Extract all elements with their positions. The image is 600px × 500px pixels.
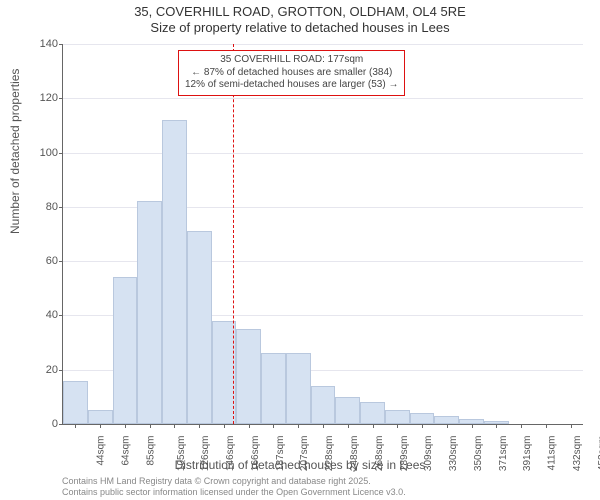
- x-tick-label: 166sqm: [250, 436, 261, 472]
- y-tick-mark: [59, 424, 63, 425]
- histogram-bar: [88, 410, 113, 424]
- x-tick-mark: [224, 424, 225, 428]
- histogram-bar: [360, 402, 385, 424]
- x-tick-label: 207sqm: [300, 436, 311, 472]
- x-tick-label: 187sqm: [275, 436, 286, 472]
- footer-line2: Contains public sector information licen…: [62, 487, 406, 498]
- x-tick-mark: [273, 424, 274, 428]
- y-tick-label: 0: [8, 418, 58, 430]
- x-tick-label: 248sqm: [349, 436, 360, 472]
- x-tick-mark: [100, 424, 101, 428]
- y-tick-label: 140: [8, 38, 58, 50]
- histogram-bar: [236, 329, 261, 424]
- annotation-line2: ← 87% of detached houses are smaller (38…: [185, 67, 398, 80]
- x-tick-label: 330sqm: [448, 436, 459, 472]
- y-tick-mark: [59, 261, 63, 262]
- y-tick-label: 40: [8, 309, 58, 321]
- gridline: [63, 44, 583, 45]
- x-tick-mark: [546, 424, 547, 428]
- y-tick-mark: [59, 370, 63, 371]
- x-tick-label: 350sqm: [473, 436, 484, 472]
- x-tick-label: 126sqm: [201, 436, 212, 472]
- x-tick-mark: [447, 424, 448, 428]
- x-tick-label: 44sqm: [96, 436, 107, 466]
- y-tick-mark: [59, 315, 63, 316]
- histogram-bar: [335, 397, 360, 424]
- x-tick-mark: [422, 424, 423, 428]
- histogram-bar: [162, 120, 187, 424]
- x-tick-label: 268sqm: [374, 436, 385, 472]
- x-tick-label: 228sqm: [324, 436, 335, 472]
- y-tick-label: 100: [8, 147, 58, 159]
- reference-annotation: 35 COVERHILL ROAD: 177sqm ← 87% of detac…: [178, 50, 405, 96]
- x-tick-label: 105sqm: [176, 436, 187, 472]
- x-tick-label: 371sqm: [498, 436, 509, 472]
- x-tick-mark: [323, 424, 324, 428]
- histogram-bar: [137, 201, 162, 424]
- y-tick-mark: [59, 153, 63, 154]
- x-tick-mark: [397, 424, 398, 428]
- chart-title: 35, COVERHILL ROAD, GROTTON, OLDHAM, OL4…: [0, 4, 600, 37]
- x-tick-mark: [125, 424, 126, 428]
- histogram-bar: [434, 416, 459, 424]
- y-tick-label: 120: [8, 92, 58, 104]
- y-tick-label: 20: [8, 364, 58, 376]
- x-tick-label: 146sqm: [225, 436, 236, 472]
- histogram-bar: [113, 277, 138, 424]
- x-tick-mark: [75, 424, 76, 428]
- histogram-bar: [187, 231, 212, 424]
- x-tick-mark: [496, 424, 497, 428]
- gridline: [63, 98, 583, 99]
- histogram-bar: [385, 410, 410, 424]
- x-tick-label: 64sqm: [121, 436, 132, 466]
- x-tick-label: 391sqm: [522, 436, 533, 472]
- reference-line: [233, 44, 234, 424]
- x-tick-mark: [174, 424, 175, 428]
- chart-plot-area: 35 COVERHILL ROAD: 177sqm ← 87% of detac…: [62, 44, 583, 425]
- y-tick-label: 60: [8, 255, 58, 267]
- x-tick-mark: [521, 424, 522, 428]
- x-tick-label: 309sqm: [423, 436, 434, 472]
- x-tick-mark: [472, 424, 473, 428]
- x-tick-mark: [373, 424, 374, 428]
- x-tick-mark: [571, 424, 572, 428]
- x-tick-mark: [348, 424, 349, 428]
- title-line1: 35, COVERHILL ROAD, GROTTON, OLDHAM, OL4…: [0, 4, 600, 20]
- histogram-bar: [311, 386, 336, 424]
- x-tick-mark: [298, 424, 299, 428]
- footer-line1: Contains HM Land Registry data © Crown c…: [62, 476, 406, 487]
- y-tick-mark: [59, 44, 63, 45]
- x-tick-label: 85sqm: [145, 436, 156, 466]
- histogram-bar: [261, 353, 286, 424]
- title-line2: Size of property relative to detached ho…: [0, 20, 600, 36]
- x-tick-label: 289sqm: [399, 436, 410, 472]
- x-tick-label: 432sqm: [572, 436, 583, 472]
- histogram-bar: [63, 381, 88, 424]
- y-tick-mark: [59, 98, 63, 99]
- y-tick-label: 80: [8, 201, 58, 213]
- annotation-line3: 12% of semi-detached houses are larger (…: [185, 79, 398, 92]
- x-tick-mark: [249, 424, 250, 428]
- annotation-line1: 35 COVERHILL ROAD: 177sqm: [185, 54, 398, 67]
- x-tick-mark: [150, 424, 151, 428]
- gridline: [63, 153, 583, 154]
- footer-attribution: Contains HM Land Registry data © Crown c…: [62, 476, 406, 498]
- x-tick-mark: [199, 424, 200, 428]
- y-tick-mark: [59, 207, 63, 208]
- histogram-bar: [286, 353, 311, 424]
- x-tick-label: 411sqm: [546, 436, 557, 471]
- histogram-bar: [410, 413, 435, 424]
